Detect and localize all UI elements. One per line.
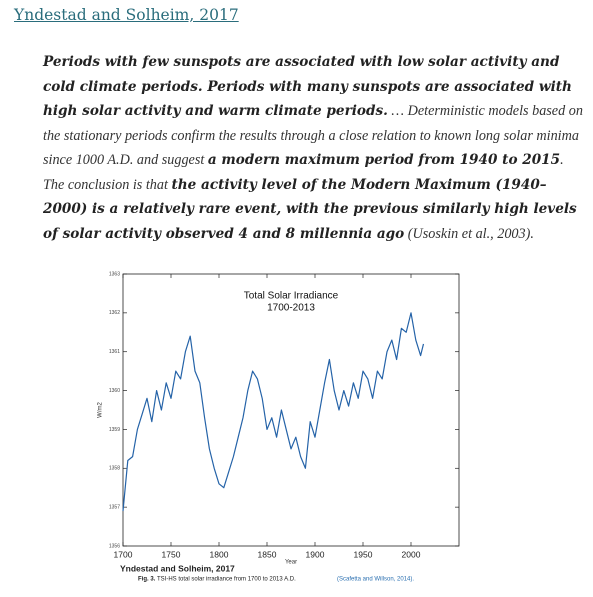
x-tick-label: 1700 xyxy=(114,549,133,559)
x-tick-label: 1950 xyxy=(354,549,373,559)
x-tick-label: 2000 xyxy=(402,549,421,559)
chart-title: Total Solar Irradiance xyxy=(244,291,339,302)
quote-paragraph: Periods with few sunspots are associated… xyxy=(43,50,588,246)
caption-label: Fig. 3. xyxy=(138,577,156,583)
plot-frame xyxy=(122,273,460,547)
caption-link[interactable]: (Scafetta and Willson, 2014). xyxy=(337,577,414,583)
x-axis-label: Year xyxy=(285,560,297,566)
text: (Usoskin et al., 2003). xyxy=(404,225,534,242)
x-tick-label: 1900 xyxy=(306,549,325,559)
y-tick-label: 1359 xyxy=(109,427,120,433)
text: . The conclusion is that xyxy=(43,152,564,193)
figure-credit: Yndestad and Solheim, 2017 xyxy=(120,563,235,573)
text: … Deterministic models based on the stat… xyxy=(43,103,583,168)
y-tick-label: 1357 xyxy=(109,504,120,510)
x-tick-label: 1800 xyxy=(210,549,229,559)
y-tick-label: 1362 xyxy=(109,310,120,316)
caption-text: TSI-HS total solar irradiance from 1700 … xyxy=(157,577,296,583)
bold-text: a modern maximum period from 1940 to 201… xyxy=(207,152,561,168)
y-tick-label: 1356 xyxy=(109,543,120,549)
chart-subtitle: 1700-2013 xyxy=(267,303,315,314)
y-tick-label: 1358 xyxy=(109,466,120,472)
x-tick-label: 1750 xyxy=(162,549,181,559)
bold-text: Periods with few sunspots are associated… xyxy=(43,54,572,119)
tsi-line xyxy=(122,312,425,512)
y-tick-label: 1360 xyxy=(109,388,120,394)
y-tick-label: 1363 xyxy=(109,271,120,277)
y-axis-label: W/m2 xyxy=(98,402,104,418)
bold-text: the activity level of the Modern Maximum… xyxy=(43,176,577,242)
x-tick-label: 1850 xyxy=(258,549,277,559)
article-link[interactable]: Yndestad and Solheim, 2017 xyxy=(14,6,239,24)
y-tick-label: 1361 xyxy=(109,349,120,355)
